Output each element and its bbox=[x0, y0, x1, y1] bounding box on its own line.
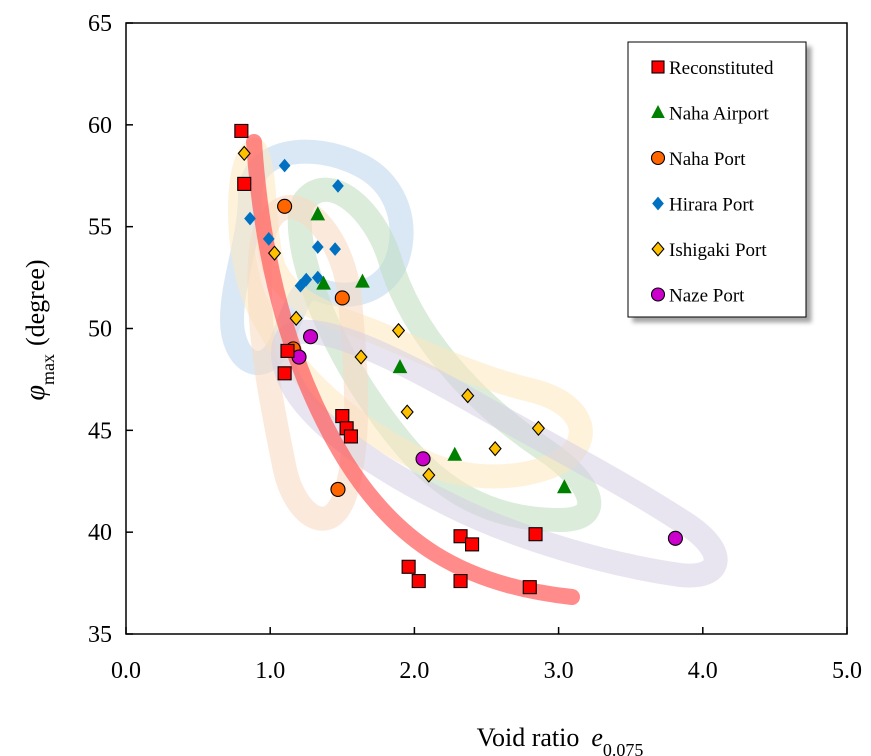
x-axis-title-main: Void ratio bbox=[477, 723, 580, 752]
data-point bbox=[262, 232, 275, 246]
x-tick-label: 5.0 bbox=[832, 658, 862, 684]
data-point bbox=[311, 270, 324, 285]
x-tick-label: 4.0 bbox=[688, 658, 718, 684]
legend-marker bbox=[650, 287, 666, 302]
series-ishigaki-port bbox=[237, 145, 545, 483]
x-tick-label: 0.0 bbox=[111, 658, 141, 684]
data-point bbox=[335, 409, 350, 424]
x-axis-title: Void ratio e0.075 bbox=[477, 723, 644, 756]
data-point bbox=[461, 388, 475, 404]
y-tick-label: 35 bbox=[88, 622, 112, 648]
data-point bbox=[244, 211, 256, 226]
y-tick-label: 40 bbox=[88, 520, 112, 546]
data-point bbox=[354, 349, 368, 365]
data-point bbox=[447, 446, 463, 461]
legend-label: Reconstituted bbox=[669, 58, 774, 79]
legend: Reconstituted Naha Airport Naha Port Hirara… bbox=[627, 41, 807, 318]
data-point bbox=[401, 559, 416, 574]
legend-marker bbox=[651, 241, 665, 257]
legend-marker bbox=[651, 105, 665, 119]
data-point bbox=[267, 245, 282, 261]
series-naha-airport bbox=[310, 206, 572, 494]
data-point bbox=[453, 529, 468, 544]
data-point bbox=[392, 359, 408, 374]
y-tick-label: 50 bbox=[88, 317, 112, 343]
data-point bbox=[277, 366, 292, 381]
x-axis-symbol: e bbox=[591, 723, 603, 752]
data-point bbox=[355, 273, 370, 288]
legend-marker bbox=[650, 150, 666, 166]
data-point bbox=[667, 530, 683, 546]
data-point bbox=[528, 527, 543, 542]
data-point bbox=[237, 145, 251, 162]
x-tick-label: 3.0 bbox=[544, 658, 574, 684]
data-point bbox=[330, 481, 346, 497]
data-point bbox=[234, 123, 249, 138]
data-point bbox=[415, 451, 431, 467]
legend-marker bbox=[652, 196, 664, 211]
series-hirara-port bbox=[244, 158, 344, 293]
legend-label: Hirara Port bbox=[669, 195, 755, 216]
data-point bbox=[329, 242, 341, 256]
y-axis-subscript: max bbox=[38, 354, 58, 385]
data-point bbox=[278, 158, 291, 173]
legend-label: Naha Port bbox=[669, 149, 746, 170]
data-point bbox=[465, 537, 480, 552]
legend-items: Reconstituted Naha Airport Naha Port Hirara… bbox=[650, 58, 774, 307]
legend-marker bbox=[651, 60, 665, 74]
y-tick-label: 65 bbox=[88, 11, 112, 37]
data-marks bbox=[234, 123, 683, 595]
data-point bbox=[391, 322, 406, 339]
data-point bbox=[422, 467, 436, 483]
legend-label: Naha Airport bbox=[669, 104, 769, 125]
y-axis-unit: (degree) bbox=[21, 259, 50, 346]
x-axis-subscript: 0.075 bbox=[603, 740, 644, 756]
data-point bbox=[310, 206, 326, 221]
data-point bbox=[531, 420, 545, 436]
data-point bbox=[280, 343, 295, 358]
data-point bbox=[557, 479, 572, 494]
y-tick-label: 55 bbox=[88, 215, 112, 241]
data-point bbox=[343, 429, 359, 444]
legend-box bbox=[627, 41, 807, 318]
reconstituted-trend-band bbox=[246, 134, 580, 605]
data-point bbox=[311, 240, 324, 254]
x-tick-label: 1.0 bbox=[255, 658, 285, 684]
y-axis-title: φmax (degree) bbox=[20, 259, 58, 400]
y-axis-symbol: φ bbox=[20, 385, 51, 401]
axes: 0.0 1.0 2.0 3.0 4.0 5.0 35 40 45 50 55 60 65 bbox=[88, 11, 862, 684]
data-point bbox=[289, 310, 303, 326]
data-point bbox=[411, 573, 426, 589]
data-point bbox=[277, 198, 293, 214]
data-point bbox=[453, 573, 468, 589]
y-tick-label: 60 bbox=[88, 113, 112, 139]
data-point bbox=[522, 580, 537, 595]
naha-port-envelope bbox=[247, 195, 369, 531]
data-point bbox=[237, 176, 252, 191]
series-naze-port bbox=[291, 329, 683, 546]
data-point bbox=[332, 179, 344, 193]
y-tick-label: 45 bbox=[88, 418, 112, 444]
data-point bbox=[400, 404, 414, 420]
data-point bbox=[488, 440, 502, 457]
data-point bbox=[294, 278, 307, 293]
legend-label: Naze Port bbox=[669, 286, 745, 307]
data-point bbox=[316, 275, 331, 290]
legend-label: Ishigaki Port bbox=[669, 240, 767, 261]
data-point bbox=[303, 329, 319, 345]
series-reconstituted bbox=[234, 123, 543, 595]
data-point bbox=[334, 290, 350, 306]
x-tick-label: 2.0 bbox=[399, 658, 429, 684]
